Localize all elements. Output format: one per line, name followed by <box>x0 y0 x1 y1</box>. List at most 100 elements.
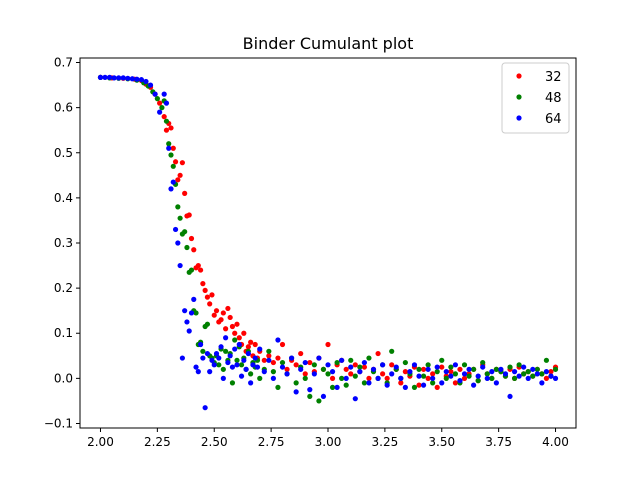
data-point <box>225 305 231 312</box>
data-point <box>232 337 238 343</box>
data-point <box>257 346 263 352</box>
data-point <box>207 301 213 307</box>
data-point <box>511 369 518 375</box>
x-tick-label: 2.75 <box>258 435 285 449</box>
data-point <box>179 160 185 166</box>
data-point <box>163 127 170 133</box>
data-point <box>177 172 183 178</box>
data-point <box>134 76 140 82</box>
data-point <box>434 384 440 390</box>
data-point <box>197 341 204 348</box>
data-point <box>466 373 472 379</box>
data-point <box>275 337 281 343</box>
data-point <box>284 371 290 377</box>
data-point <box>207 369 213 375</box>
data-point <box>521 364 527 370</box>
data-point <box>200 355 206 361</box>
data-point <box>229 380 236 386</box>
data-point <box>416 382 422 388</box>
data-point <box>243 366 249 372</box>
data-point <box>461 375 468 381</box>
data-point <box>138 77 145 83</box>
data-point <box>448 373 454 379</box>
data-point <box>370 366 377 372</box>
series-64 <box>97 74 559 411</box>
legend-label-48: 48 <box>545 91 562 106</box>
data-point <box>439 380 445 386</box>
data-point <box>177 215 183 221</box>
data-point <box>507 364 513 370</box>
data-point <box>200 348 206 354</box>
y-tick-label: 0.6 <box>54 101 73 115</box>
data-point <box>163 118 170 124</box>
data-point <box>279 364 286 370</box>
data-point <box>480 359 486 366</box>
data-point <box>416 366 422 372</box>
data-point <box>218 317 224 323</box>
data-point <box>97 74 104 80</box>
data-point <box>159 105 165 111</box>
data-point <box>211 362 217 368</box>
data-point <box>204 294 211 300</box>
data-point <box>213 308 220 314</box>
data-point <box>420 382 427 388</box>
data-point <box>393 364 399 370</box>
data-point <box>175 240 181 246</box>
data-point <box>254 364 261 370</box>
data-point <box>223 335 229 341</box>
legend-marker-32 <box>516 73 522 79</box>
data-point <box>129 76 135 82</box>
data-point <box>218 344 224 350</box>
y-tick-label: 0.3 <box>54 236 73 250</box>
data-point <box>257 375 263 381</box>
data-point <box>539 371 545 377</box>
data-point <box>232 346 238 352</box>
data-point <box>220 375 226 381</box>
data-point <box>334 384 340 390</box>
data-point <box>521 371 527 377</box>
data-point <box>195 262 201 269</box>
data-point <box>548 369 554 375</box>
data-point <box>307 387 313 393</box>
data-point <box>461 371 468 377</box>
data-point <box>329 375 336 381</box>
y-tick-label: 0.2 <box>54 281 73 295</box>
data-point <box>188 310 195 316</box>
data-point <box>252 341 258 348</box>
data-point <box>352 396 358 402</box>
data-point <box>352 362 358 368</box>
data-point <box>284 366 290 372</box>
data-point <box>238 373 245 379</box>
data-point <box>157 109 163 115</box>
data-point <box>191 247 197 253</box>
data-point <box>209 357 215 363</box>
data-point <box>389 348 395 354</box>
data-point <box>339 375 345 381</box>
data-point <box>193 364 199 370</box>
data-point <box>279 359 286 366</box>
data-point <box>448 364 454 370</box>
data-point <box>248 371 254 377</box>
data-point <box>348 364 354 370</box>
data-point <box>302 359 308 366</box>
data-point <box>168 125 174 131</box>
data-point <box>197 267 204 273</box>
data-point <box>311 371 317 377</box>
data-point <box>361 380 367 386</box>
data-point <box>352 373 358 379</box>
data-point <box>425 366 431 372</box>
data-point <box>275 384 281 390</box>
data-point <box>420 373 427 379</box>
data-point <box>320 393 327 400</box>
data-point <box>289 355 295 361</box>
data-point <box>298 366 304 372</box>
data-point <box>375 350 381 357</box>
data-point <box>311 362 317 368</box>
data-point <box>484 375 490 381</box>
data-point <box>511 375 518 381</box>
data-point <box>170 163 176 169</box>
x-tick-label: 2.00 <box>87 435 114 449</box>
data-point <box>193 310 199 316</box>
data-point <box>380 362 386 368</box>
